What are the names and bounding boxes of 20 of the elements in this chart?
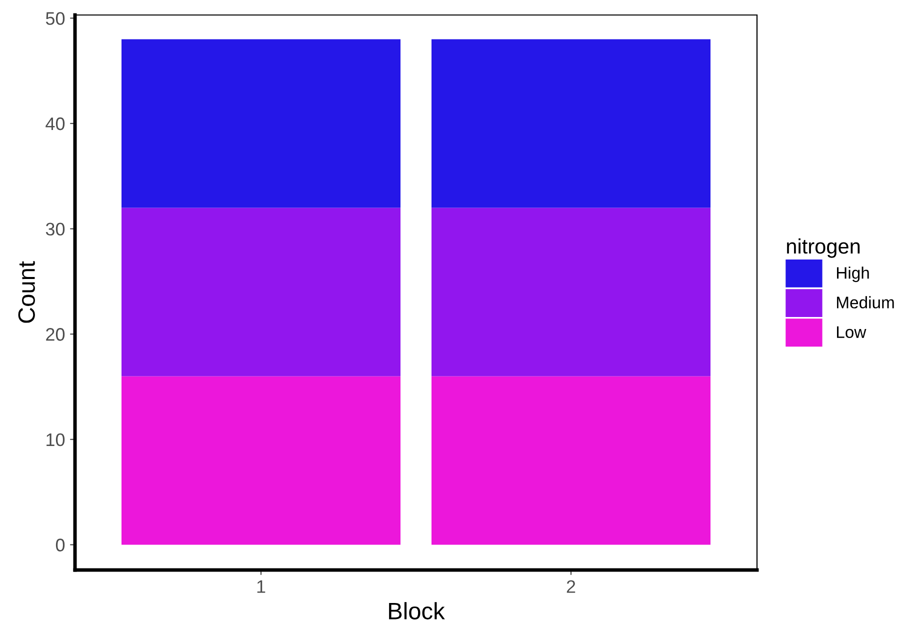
y-axis-title: Count	[18, 261, 35, 323]
bar	[122, 376, 400, 545]
x-tick-label: 2	[566, 580, 576, 593]
y-tick-label: 0	[56, 538, 65, 552]
bar	[432, 376, 710, 545]
bar	[122, 208, 400, 376]
y-tick-label: 50	[46, 12, 65, 25]
y-tick-label: 30	[46, 222, 65, 236]
legend-label: High	[837, 266, 869, 282]
legend-label: Low	[837, 326, 866, 338]
bar	[122, 39, 400, 208]
x-axis-title: Block	[389, 602, 445, 620]
x-tick-label: 1	[257, 580, 266, 593]
legend-label: Medium	[837, 296, 894, 308]
y-tick-label: 20	[46, 328, 65, 341]
y-tick-label: 10	[46, 433, 65, 446]
legend-title: nitrogen	[787, 238, 860, 258]
bar	[432, 208, 710, 376]
bar	[432, 39, 710, 208]
y-tick-label: 40	[46, 117, 65, 130]
